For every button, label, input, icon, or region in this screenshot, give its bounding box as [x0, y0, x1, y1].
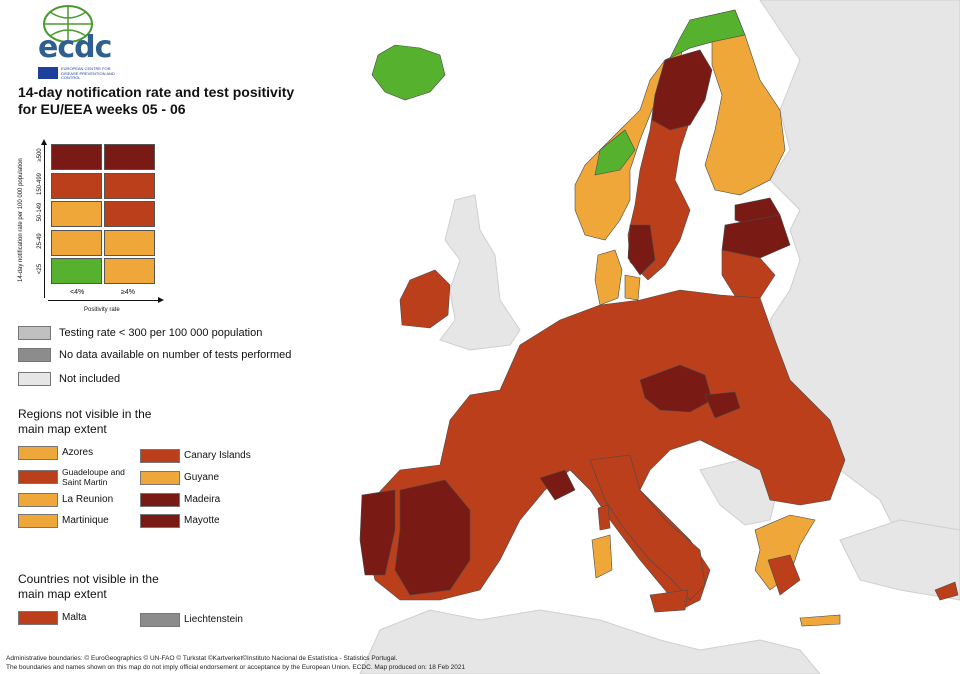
country-liechtenstein: Liechtenstein	[140, 612, 243, 628]
region-guadeloupe: Guadeloupe and Saint Martin	[18, 466, 142, 488]
greece-south	[767, 554, 801, 596]
regions-title: Regions not visible in the main map exte…	[18, 407, 152, 436]
region-label: Madeira	[184, 494, 221, 505]
region-label: Guyane	[184, 472, 220, 483]
legend-label: No data available on number of tests per…	[59, 349, 292, 361]
region-swatch	[140, 514, 180, 528]
matrix-cell	[104, 144, 155, 170]
matrix-cell	[51, 229, 102, 256]
region-label: La Reunion	[62, 494, 114, 505]
legend-swatch	[18, 372, 51, 386]
footer-credits: Administrative boundaries: © EuroGeograp…	[6, 655, 726, 672]
map-title: 14-day notification rate and test positi…	[18, 84, 358, 118]
denmark	[594, 249, 623, 306]
eu-flag-icon	[38, 67, 58, 79]
matrix-cell	[104, 201, 155, 227]
region-la-reunion: La Reunion	[18, 492, 113, 508]
x-axis-arrow	[48, 297, 164, 303]
countries-title: Countries not visible in the main map ex…	[18, 572, 159, 601]
legend-not-included: Not included	[18, 371, 120, 387]
region-label: Mayotte	[184, 515, 220, 526]
czechia	[639, 364, 713, 413]
corsica	[597, 504, 611, 531]
matrix-cell	[104, 258, 155, 284]
region-label: Azores	[62, 447, 94, 458]
crete	[799, 614, 841, 627]
ecdc-logo-text: ecdc	[38, 30, 112, 65]
legend-no-data: No data available on number of tests per…	[18, 347, 291, 363]
footer-line2: The boundaries and names shown on this m…	[6, 663, 466, 671]
region-martinique: Martinique	[18, 513, 109, 529]
legend-swatch	[18, 326, 51, 340]
legend-swatch	[18, 348, 51, 362]
region-guyane: Guyane	[140, 470, 219, 486]
matrix-cell	[104, 229, 155, 256]
country-swatch	[140, 613, 180, 627]
x-tick-low: <4%	[70, 289, 85, 296]
matrix-cell	[51, 172, 102, 199]
y-axis-arrow	[41, 139, 47, 298]
denmark-islands	[624, 274, 641, 301]
region-swatch	[18, 470, 58, 484]
italy	[589, 454, 706, 601]
norway-green	[669, 9, 746, 59]
legend-label: Testing rate < 300 per 100 000 populatio…	[59, 327, 263, 339]
region-swatch	[18, 446, 58, 460]
latvia	[721, 214, 791, 259]
legend-label: Not included	[59, 373, 121, 385]
sweden-north-dark	[651, 49, 713, 131]
sardinia	[591, 534, 613, 579]
y-axis-title: 14-day notification rate per 100 000 pop…	[18, 158, 24, 282]
map-title-line1: 14-day notification rate and test positi…	[18, 84, 295, 100]
map-title-line2: for EU/EEA weeks 05 - 06	[18, 101, 186, 117]
ireland	[399, 269, 451, 329]
matrix-cell	[104, 172, 155, 199]
iceland	[371, 44, 446, 101]
slovakia	[704, 391, 741, 419]
region-mayotte: Mayotte	[140, 513, 220, 529]
country-label: Malta	[62, 612, 87, 623]
region-canary-islands: Canary Islands	[140, 448, 251, 464]
ecdc-org-name: EUROPEAN CENTRE FOR DISEASE PREVENTION A…	[61, 66, 115, 80]
sicily	[649, 589, 689, 613]
region-azores: Azores	[18, 445, 93, 461]
region-swatch	[140, 449, 180, 463]
region-swatch	[140, 493, 180, 507]
non-included-turkey	[839, 519, 960, 601]
region-label: Guadeloupe and Saint Martin	[62, 467, 125, 487]
region-swatch	[18, 493, 58, 507]
legend-testing-rate: Testing rate < 300 per 100 000 populatio…	[18, 325, 262, 341]
x-axis-title: Positivity rate	[84, 307, 120, 313]
x-tick-high: ≥4%	[121, 289, 135, 296]
portugal	[359, 489, 396, 576]
region-label: Canary Islands	[184, 450, 251, 461]
legend-matrix	[51, 144, 159, 286]
non-included-africa	[359, 609, 821, 674]
cyprus	[934, 581, 959, 601]
footer-line1: Administrative boundaries: © EuroGeograp…	[6, 655, 398, 662]
sweden-south-dark	[627, 224, 656, 276]
country-malta: Malta	[18, 610, 86, 626]
region-swatch	[140, 471, 180, 485]
spain-dark	[394, 479, 471, 596]
y-tick: <25	[37, 263, 43, 275]
region-swatch	[18, 514, 58, 528]
finland	[704, 34, 786, 196]
ecdc-globe-icon	[43, 5, 93, 43]
country-swatch	[18, 611, 58, 625]
norway-west-green	[594, 129, 636, 176]
region-madeira: Madeira	[140, 492, 220, 508]
matrix-cell	[51, 258, 102, 284]
catalonia-dark	[539, 469, 576, 501]
matrix-cell	[51, 201, 102, 227]
region-label: Martinique	[62, 515, 109, 526]
country-label: Liechtenstein	[184, 614, 243, 625]
non-included-uk	[439, 194, 521, 351]
lithuania	[721, 249, 776, 299]
matrix-cell	[51, 144, 102, 170]
